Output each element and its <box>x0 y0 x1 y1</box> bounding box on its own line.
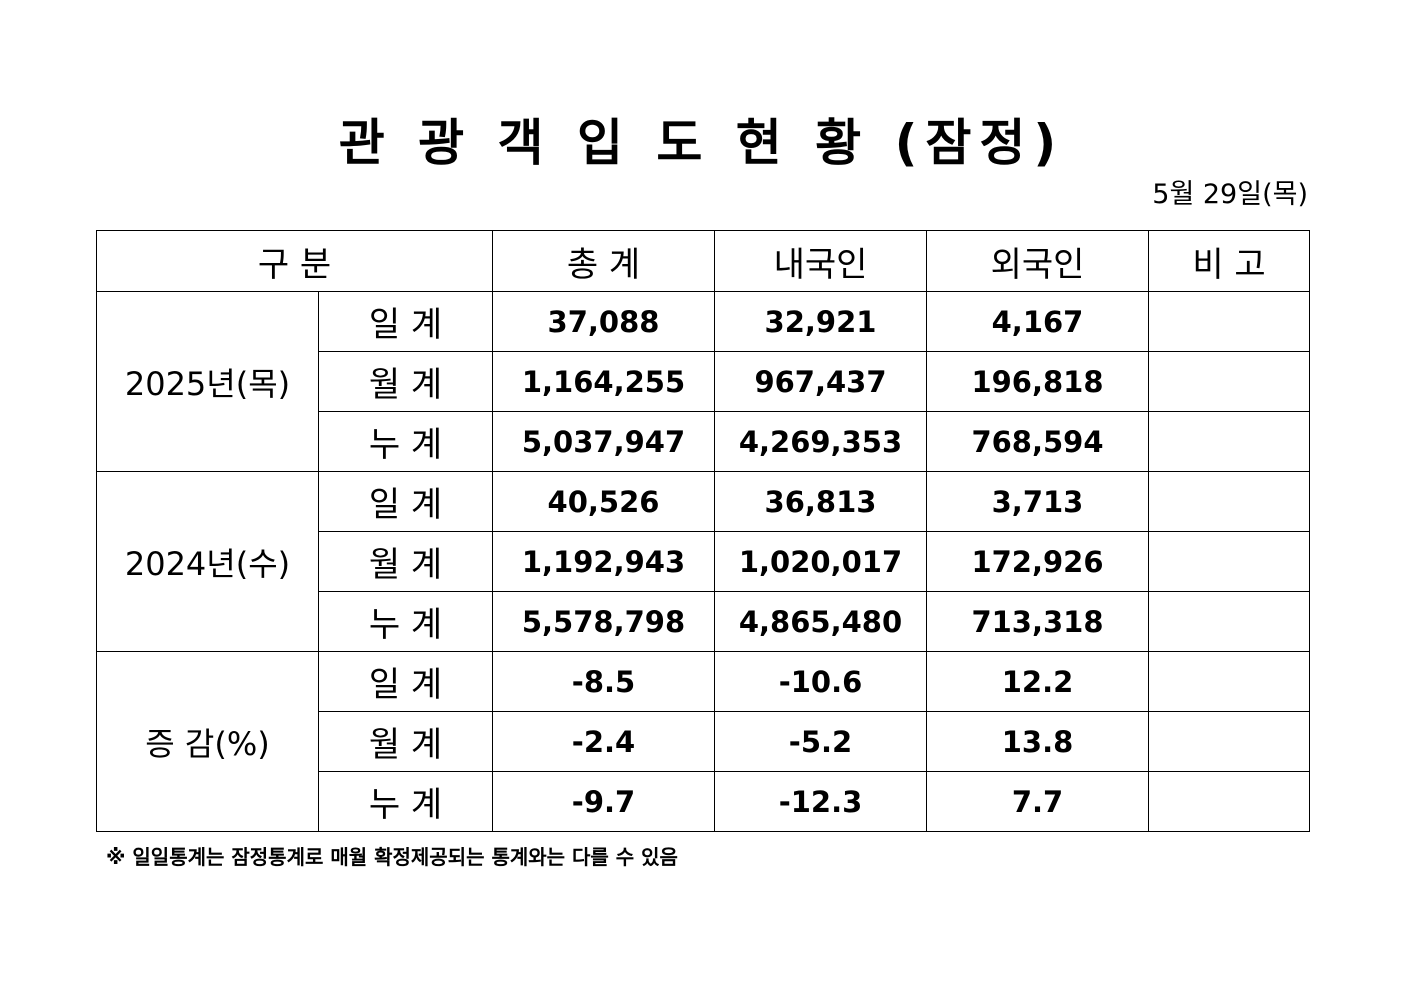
cell-remark <box>1148 291 1310 352</box>
tourist-arrivals-table: 구 분 총 계 내국인 외국인 비 고 2025년(목) 일 계 37,088 … <box>96 230 1310 832</box>
row-type: 일 계 <box>318 651 493 712</box>
cell-remark <box>1148 411 1310 472</box>
cell-total: 37,088 <box>492 291 715 352</box>
header-total: 총 계 <box>492 230 715 292</box>
header-domestic: 내국인 <box>714 230 927 292</box>
cell-foreign: 12.2 <box>926 651 1149 712</box>
cell-remark <box>1148 711 1310 772</box>
cell-foreign: 196,818 <box>926 351 1149 412</box>
cell-total: -9.7 <box>492 771 715 832</box>
cell-total: 40,526 <box>492 471 715 532</box>
cell-total: -2.4 <box>492 711 715 772</box>
table-row: 증 감(%) 일 계 -8.5 -10.6 12.2 <box>96 651 1310 832</box>
cell-foreign: 713,318 <box>926 591 1149 652</box>
cell-total: 5,037,947 <box>492 411 715 472</box>
table-row: 2025년(목) 일 계 37,088 32,921 4,167 <box>96 291 1310 472</box>
cell-remark <box>1148 531 1310 592</box>
cell-domestic: 4,269,353 <box>714 411 927 472</box>
row-type: 누 계 <box>318 411 493 472</box>
cell-remark <box>1148 771 1310 832</box>
row-type: 일 계 <box>318 291 493 352</box>
group-label-2025: 2025년(목) <box>96 291 319 472</box>
cell-foreign: 3,713 <box>926 471 1149 532</box>
row-type: 월 계 <box>318 351 493 412</box>
cell-domestic: 1,020,017 <box>714 531 927 592</box>
table-row: 누 계 5,037,947 4,269,353 768,594 <box>97 411 1310 472</box>
header-category: 구 분 <box>96 230 493 292</box>
row-type: 월 계 <box>318 531 493 592</box>
cell-foreign: 172,926 <box>926 531 1149 592</box>
cell-total: 1,164,255 <box>492 351 715 412</box>
cell-remark <box>1148 651 1310 712</box>
cell-total: -8.5 <box>492 651 715 712</box>
row-type: 누 계 <box>318 591 493 652</box>
cell-domestic: 36,813 <box>714 471 927 532</box>
header-remark: 비 고 <box>1148 230 1310 292</box>
cell-domestic: -10.6 <box>714 651 927 712</box>
cell-total: 5,578,798 <box>492 591 715 652</box>
row-type: 일 계 <box>318 471 493 532</box>
cell-total: 1,192,943 <box>492 531 715 592</box>
header-foreign: 외국인 <box>926 230 1149 292</box>
table-row: 누 계 5,578,798 4,865,480 713,318 <box>97 591 1310 652</box>
group-label-2024: 2024년(수) <box>96 471 319 652</box>
row-type: 누 계 <box>318 771 493 832</box>
page-title: 관 광 객 입 도 현 황 (잠정) <box>338 114 1065 172</box>
row-type: 월 계 <box>318 711 493 772</box>
table-row: 월 계 -2.4 -5.2 13.8 <box>97 711 1310 772</box>
cell-remark <box>1148 591 1310 652</box>
table-row: 2024년(수) 일 계 40,526 36,813 3,713 <box>96 471 1310 652</box>
cell-foreign: 13.8 <box>926 711 1149 772</box>
cell-foreign: 768,594 <box>926 411 1149 472</box>
table-row: 월 계 1,192,943 1,020,017 172,926 <box>97 531 1310 592</box>
cell-foreign: 7.7 <box>926 771 1149 832</box>
report-date: 5월 29일(목) <box>1152 179 1308 210</box>
footnote: ※ 일일통계는 잠정통계로 매월 확정제공되는 통계와는 다를 수 있음 <box>106 845 678 869</box>
table-row: 누 계 -9.7 -12.3 7.7 <box>97 771 1310 832</box>
cell-domestic: -5.2 <box>714 711 927 772</box>
cell-remark <box>1148 471 1310 532</box>
table-header-row: 구 분 총 계 내국인 외국인 비 고 <box>96 230 1310 292</box>
cell-domestic: -12.3 <box>714 771 927 832</box>
cell-remark <box>1148 351 1310 412</box>
cell-domestic: 4,865,480 <box>714 591 927 652</box>
cell-domestic: 967,437 <box>714 351 927 412</box>
cell-foreign: 4,167 <box>926 291 1149 352</box>
group-label-change: 증 감(%) <box>96 651 319 832</box>
cell-domestic: 32,921 <box>714 291 927 352</box>
